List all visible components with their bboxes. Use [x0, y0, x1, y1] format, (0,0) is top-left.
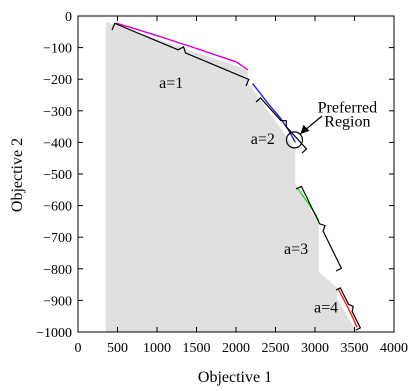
y-tick-label: −200	[43, 73, 72, 88]
annotation-label-6: Region	[324, 113, 370, 130]
pareto-front-segment-2	[252, 83, 296, 143]
x-tick-label: 3500	[341, 341, 369, 356]
y-tick-label: −900	[43, 294, 72, 309]
brace-a3	[295, 185, 343, 272]
x-axis-label: Objective 1	[198, 369, 272, 386]
x-tick-label: 2500	[262, 341, 290, 356]
plot-area	[105, 21, 358, 332]
y-tick-label: −600	[43, 200, 72, 215]
x-tick-label: 1500	[183, 341, 211, 356]
feasible-region	[105, 21, 357, 332]
pareto-front-segment-1	[115, 22, 249, 71]
brace-a2	[255, 97, 308, 154]
y-axis-label: Objective 2	[9, 138, 26, 212]
y-tick-label: 0	[65, 10, 72, 25]
y-tick-label: −1000	[36, 326, 72, 341]
x-tick-label: 4000	[380, 341, 408, 356]
x-tick-label: 1000	[143, 341, 171, 356]
annotation-label-5: Preferred	[318, 100, 378, 117]
y-tick-label: −700	[43, 231, 72, 246]
y-tick-label: −800	[43, 263, 72, 278]
annotation-label-2: a=2	[251, 131, 275, 148]
annotation-label-4: a=4	[314, 299, 338, 316]
annotation-label-1: a=1	[159, 75, 183, 92]
x-tick-label: 0	[75, 341, 82, 356]
y-tick-label: −300	[43, 105, 72, 120]
axes: 0 500 1000 1500 2000 2500 3000 3500 4000 0 −100 −20…	[36, 10, 408, 356]
x-tick-label: 2000	[222, 341, 250, 356]
brace-a4	[335, 287, 362, 331]
y-tick-label: −100	[43, 42, 72, 57]
preferred-region-arrowhead	[300, 124, 310, 134]
x-tick-label: 3000	[301, 341, 329, 356]
brace-a1	[111, 22, 250, 87]
y-tick-label: −500	[43, 168, 72, 183]
x-tick-label: 500	[107, 341, 128, 356]
pareto-front-segment-4	[337, 288, 358, 328]
annotation-label-3: a=3	[284, 241, 308, 258]
y-tick-label: −400	[43, 136, 72, 151]
preferred-region-circle	[285, 131, 304, 149]
